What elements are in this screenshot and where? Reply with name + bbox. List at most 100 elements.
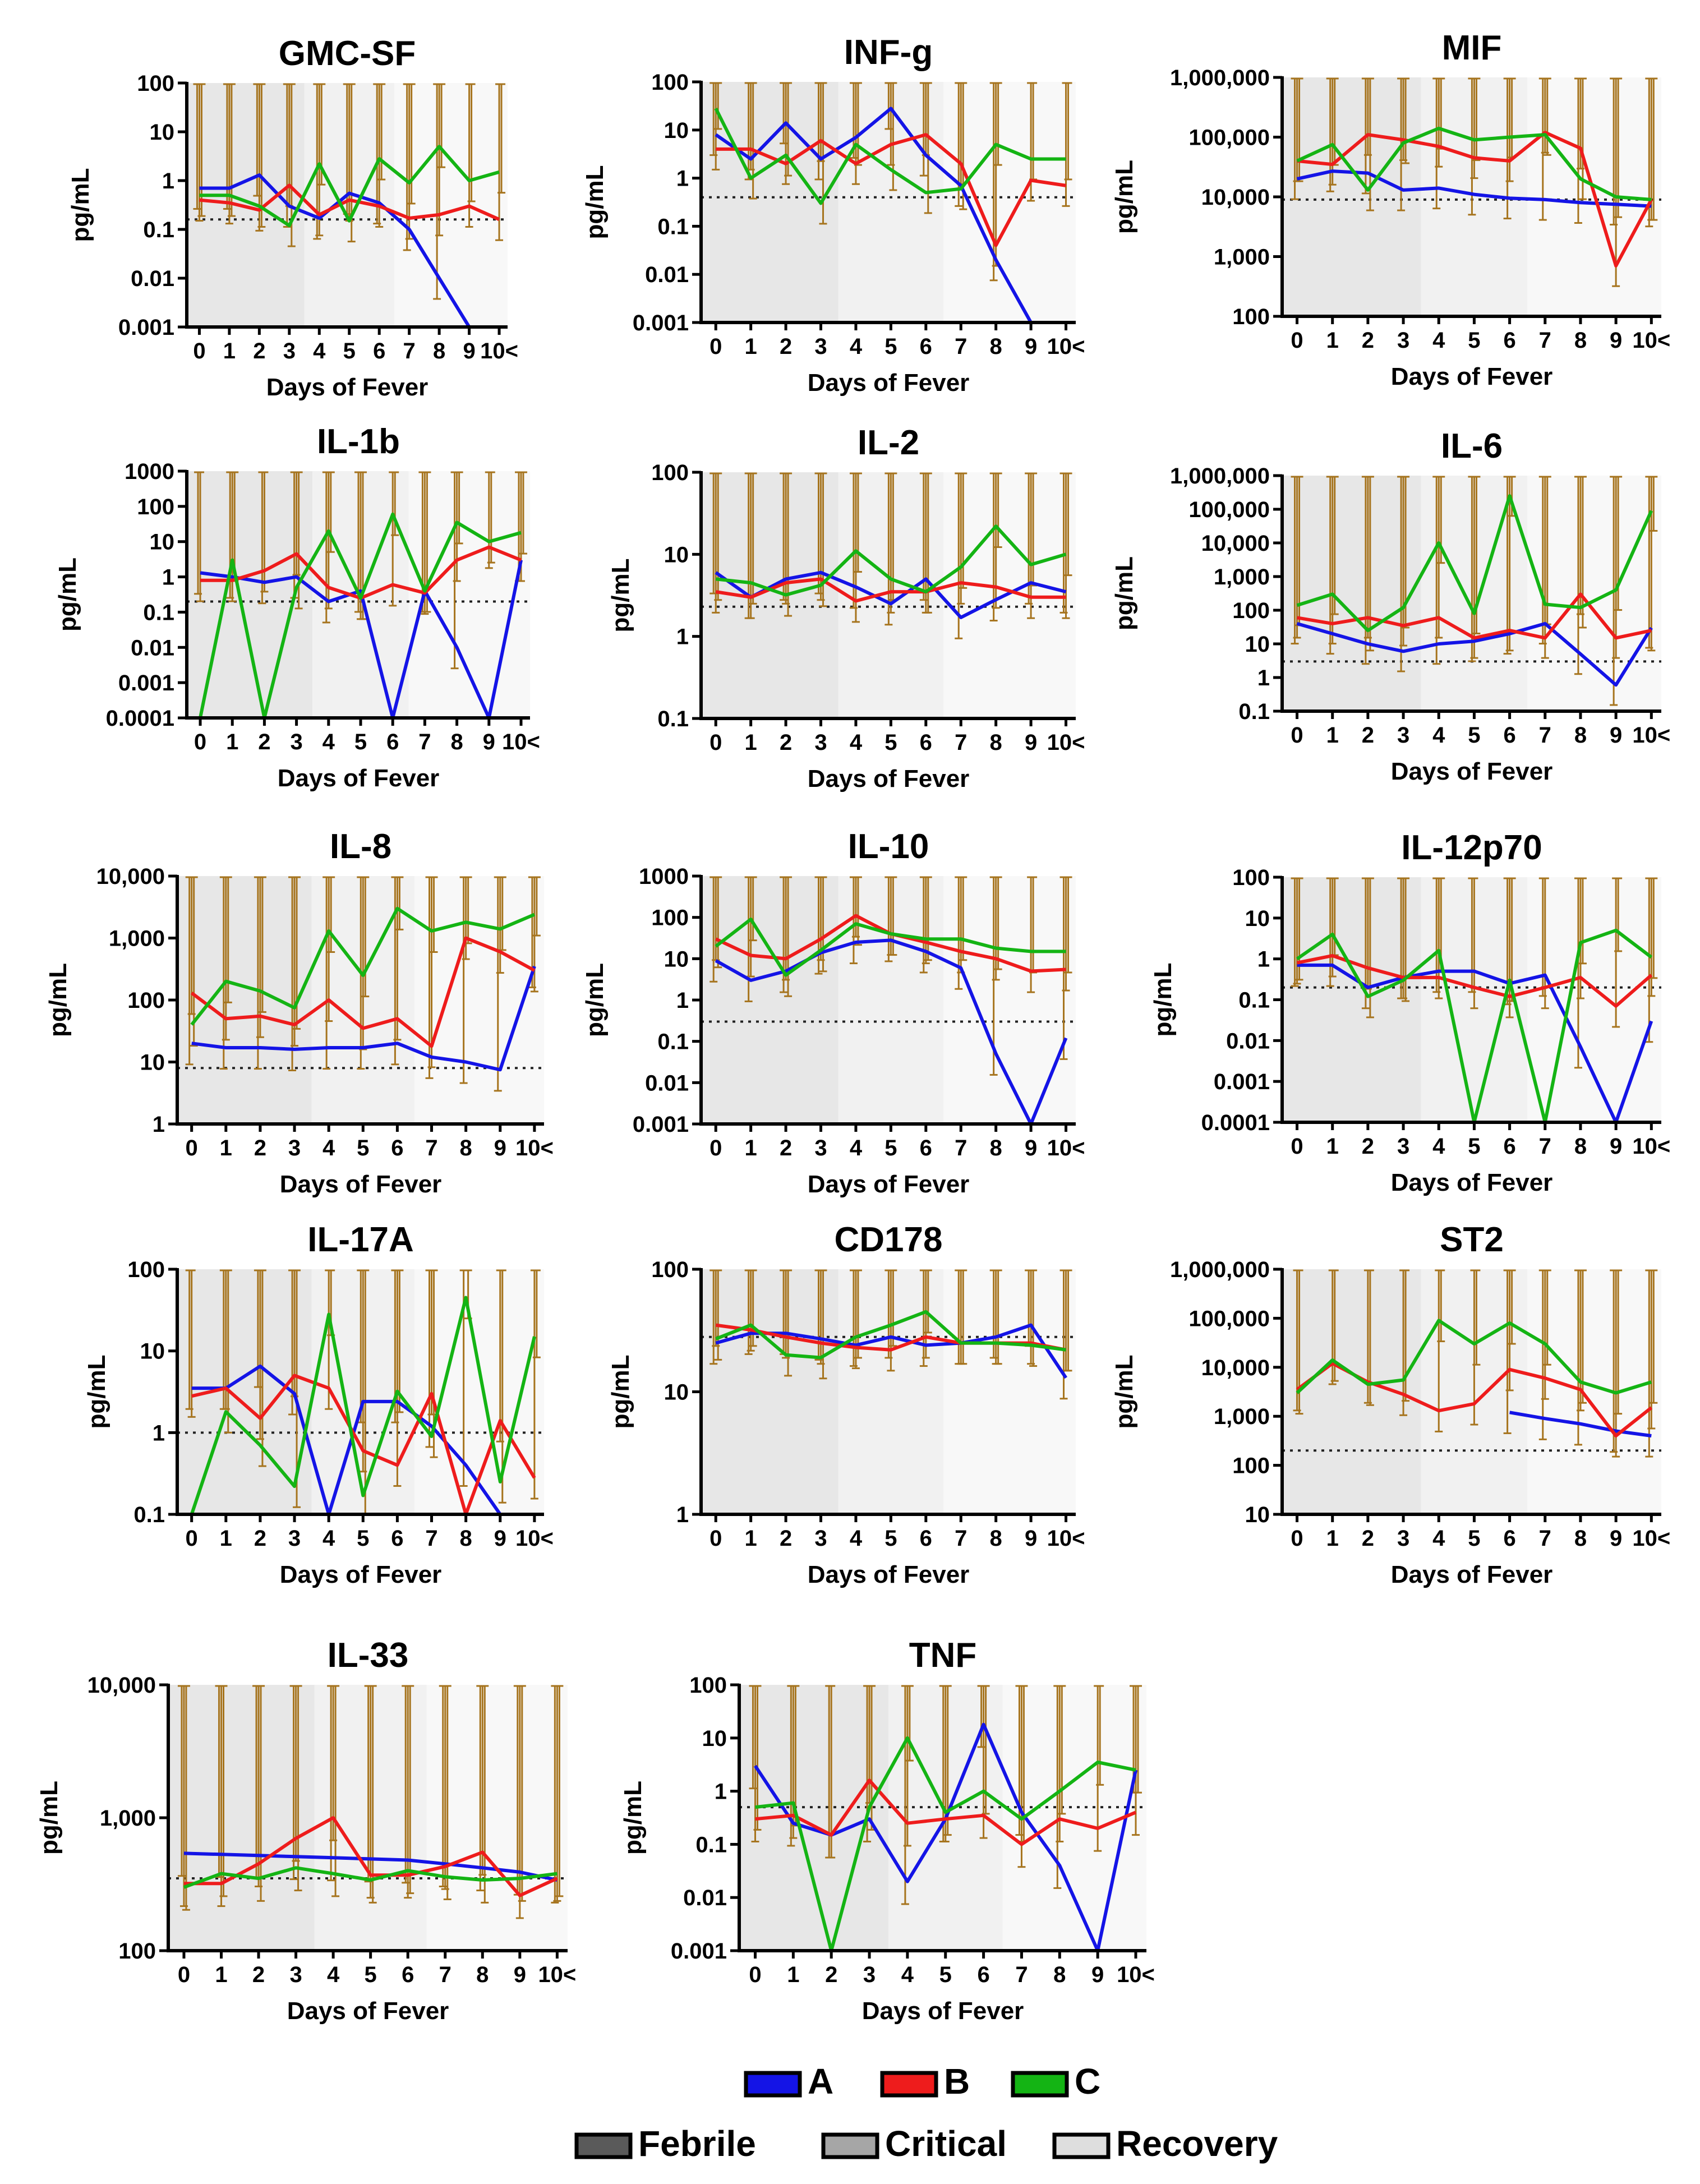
series-line-a [715,107,1066,324]
phase-band-3 [1527,877,1661,1122]
x-tick-label: 3 [863,1962,876,1987]
error-bar [1402,77,1410,164]
x-tick-label: 10< [1632,723,1670,748]
error-bar [784,1269,793,1377]
y-tick-label: 100 [137,71,174,96]
x-tick-label: 5 [1468,328,1480,353]
x-tick-label: 1 [745,334,757,359]
y-axis-label: pg/mL [35,1781,63,1855]
series-line-c [715,918,1066,977]
x-tick-label: 10< [1047,334,1085,359]
phase-band-3 [394,83,508,327]
error-bar [1614,77,1623,218]
error-bar [959,1269,968,1365]
chart-title: ST2 [1440,1220,1504,1259]
x-tick-label: 10< [515,1526,554,1551]
x-tick-label: 7 [439,1962,452,1987]
x-axis-label: Days of Fever [808,369,970,397]
error-bar [1064,876,1072,974]
phase-band-3 [1527,476,1661,711]
x-tick-label: 4 [323,1526,335,1551]
x-tick-label: 0 [193,339,205,363]
x-tick-label: 10< [1047,730,1085,755]
x-tick-label: 5 [1468,1134,1480,1159]
y-tick-label: 1,000 [1214,245,1270,270]
y-tick-label: 1 [1257,666,1270,690]
error-bar [819,1269,827,1380]
x-tick-label: 8 [990,1136,1002,1160]
x-tick-label: 5 [884,1526,897,1551]
y-tick-label: 10 [1245,632,1270,657]
x-tick-label: 0 [749,1962,761,1987]
x-tick-label: 8 [990,334,1002,359]
error-bar [784,472,793,617]
x-tick-label: 0 [710,334,722,359]
error-bar [1064,1269,1072,1372]
x-tick-label: 1 [223,339,236,363]
error-bar [1295,77,1303,182]
y-axis-label: pg/mL [1111,160,1138,234]
phase-band-1 [701,876,839,1124]
error-bar [368,1685,377,1904]
series-line-b [191,1374,536,1516]
series-line-a [200,560,523,720]
y-axis-label: pg/mL [54,557,81,632]
series-line-b [199,183,500,221]
error-bar [227,83,236,217]
series-line-a [199,173,499,329]
series-line-c [755,1736,1136,1952]
phase-band-1 [168,1685,315,1951]
x-tick-label: 10< [515,1136,554,1160]
x-tick-label: 3 [814,730,827,755]
x-tick-label: 7 [955,1136,967,1160]
x-tick-label: 1 [787,1962,799,1987]
error-bar [391,471,399,536]
error-bar [784,876,793,997]
y-tick-label: 10,000 [87,1673,156,1698]
error-bar [224,1269,232,1434]
chart-title: IL-33 [328,1636,409,1675]
series-line-b [183,1816,558,1897]
y-axis-label: pg/mL [1149,963,1177,1037]
x-tick-label: 4 [1432,723,1445,748]
x-tick-label: 3 [289,1962,302,1987]
x-tick-label: 3 [290,730,302,754]
x-tick-label: 3 [814,1526,827,1551]
x-tick-label: 5 [884,334,897,359]
y-tick-label: 100 [689,1673,727,1698]
x-tick-label: 10< [1117,1962,1155,1987]
x-tick-label: 10< [538,1962,576,1987]
x-tick-label: 6 [920,334,932,359]
x-tick-label: 9 [1610,1526,1622,1551]
error-bar [1134,1685,1142,1794]
chart-title: IL-8 [330,827,391,866]
x-tick-label: 7 [955,1526,967,1551]
y-tick-label: 0.001 [671,1939,727,1964]
x-tick-label: 10< [1632,1134,1670,1159]
error-bar [819,876,827,973]
y-tick-label: 1 [162,565,174,590]
error-bar [377,83,386,181]
y-tick-label: 100 [651,906,689,930]
y-tick-label: 10 [664,542,689,567]
y-tick-label: 0.1 [143,218,174,242]
x-tick-label: 5 [884,1136,897,1160]
series-line-c [183,1866,558,1889]
series-line-c [1296,126,1652,201]
x-axis-label: Days of Fever [808,1171,970,1198]
y-tick-label: 1 [153,1421,165,1445]
y-tick-label: 1,000,000 [1170,1257,1270,1282]
x-tick-label: 4 [850,1136,863,1160]
x-tick-label: 0 [1291,1526,1303,1551]
y-tick-label: 1,000 [1214,1404,1270,1429]
x-tick-label: 5 [357,1136,369,1160]
x-tick-label: 1 [745,1136,757,1160]
y-axis-label: pg/mL [607,559,634,633]
x-tick-label: 2 [780,730,792,755]
x-tick-label: 1 [1326,723,1339,748]
error-bar [1543,1269,1551,1366]
